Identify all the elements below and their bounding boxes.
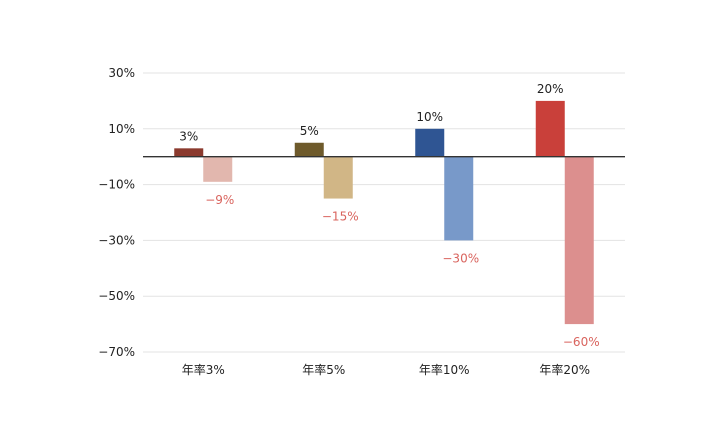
bar	[294, 142, 324, 157]
y-tick-label: −10%	[98, 178, 135, 192]
data-label: −15%	[322, 210, 359, 224]
bar	[323, 156, 353, 199]
category-label: 年率10%	[419, 362, 470, 377]
data-label: 3%	[179, 129, 198, 143]
data-label: −9%	[205, 193, 234, 207]
y-tick-label: 30%	[108, 66, 135, 80]
y-tick-label: 10%	[108, 122, 135, 136]
data-label: 20%	[537, 82, 564, 96]
category-label: 年率20%	[539, 362, 590, 377]
y-tick-label: −30%	[98, 233, 135, 247]
bar	[564, 156, 594, 325]
bar	[444, 156, 474, 241]
category-label: 年率5%	[302, 362, 345, 377]
y-tick-label: −70%	[98, 345, 135, 359]
data-labels: 3% −9% 5% −15% 10% −30% 20% −60%	[179, 82, 599, 349]
category-label: 年率3%	[182, 362, 225, 377]
bar	[415, 128, 445, 157]
data-label: 10%	[416, 110, 443, 124]
bars	[174, 100, 594, 325]
category-labels: 年率3% 年率5% 年率10% 年率20%	[182, 362, 590, 377]
bar	[203, 156, 233, 182]
y-tick-label: −50%	[98, 289, 135, 303]
data-label: −30%	[442, 251, 479, 265]
data-label: −60%	[563, 335, 600, 349]
data-label: 5%	[300, 124, 319, 138]
y-axis-ticks: 30% 10% −10% −30% −50% −70%	[98, 66, 135, 359]
grid-lines	[143, 72, 625, 353]
bar	[174, 148, 204, 157]
bar	[535, 100, 565, 157]
